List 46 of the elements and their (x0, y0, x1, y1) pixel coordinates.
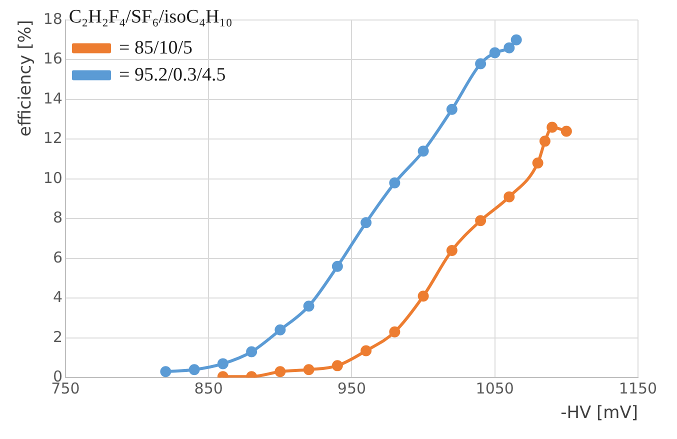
point (160, 366, 172, 378)
point (389, 326, 400, 338)
point (504, 42, 515, 54)
legend-title: C₂H₂F₄/SF₆/isoC₄H₁₀ (68, 6, 232, 28)
y-tick-label: 2 (52, 328, 62, 346)
y-tick-label: 8 (52, 208, 62, 227)
point (446, 104, 458, 115)
legend-label: = 85/10/5 (118, 37, 193, 58)
point (418, 146, 429, 157)
y-tick-label: 14 (43, 89, 62, 108)
x-tick-label: 1150 (618, 379, 658, 398)
y-tick-label: 18 (43, 10, 62, 28)
y-tick-label: 16 (43, 50, 62, 68)
x-tick-label: 950 (337, 379, 366, 398)
point (217, 358, 228, 370)
point (303, 364, 314, 376)
y-axis-title: efficiency [%] (16, 20, 36, 136)
y-tick-label: 6 (52, 248, 62, 266)
x-tick-label: 850 (194, 379, 223, 398)
point (504, 191, 515, 202)
point (539, 136, 550, 147)
point (274, 324, 286, 336)
x-axis-title: -HV [mV] (560, 403, 638, 424)
point (546, 122, 558, 133)
point (532, 158, 544, 169)
y-tick-label: 4 (52, 288, 62, 306)
point (489, 47, 500, 58)
point (303, 300, 314, 312)
point (475, 58, 486, 70)
point (560, 126, 572, 137)
point (418, 290, 429, 302)
point (274, 366, 286, 378)
point (188, 364, 200, 376)
legend-label: = 95.2/0.3/4.5 (118, 64, 226, 86)
point (389, 177, 400, 188)
point (446, 244, 458, 256)
point (332, 360, 343, 372)
point (510, 34, 522, 46)
y-tick-label: 10 (43, 168, 62, 187)
y-tick-label: 12 (43, 129, 62, 148)
point (360, 345, 372, 356)
point (360, 217, 372, 228)
x-tick-label: 1050 (476, 379, 514, 398)
point (475, 215, 486, 226)
point (246, 346, 258, 358)
point (332, 260, 343, 272)
